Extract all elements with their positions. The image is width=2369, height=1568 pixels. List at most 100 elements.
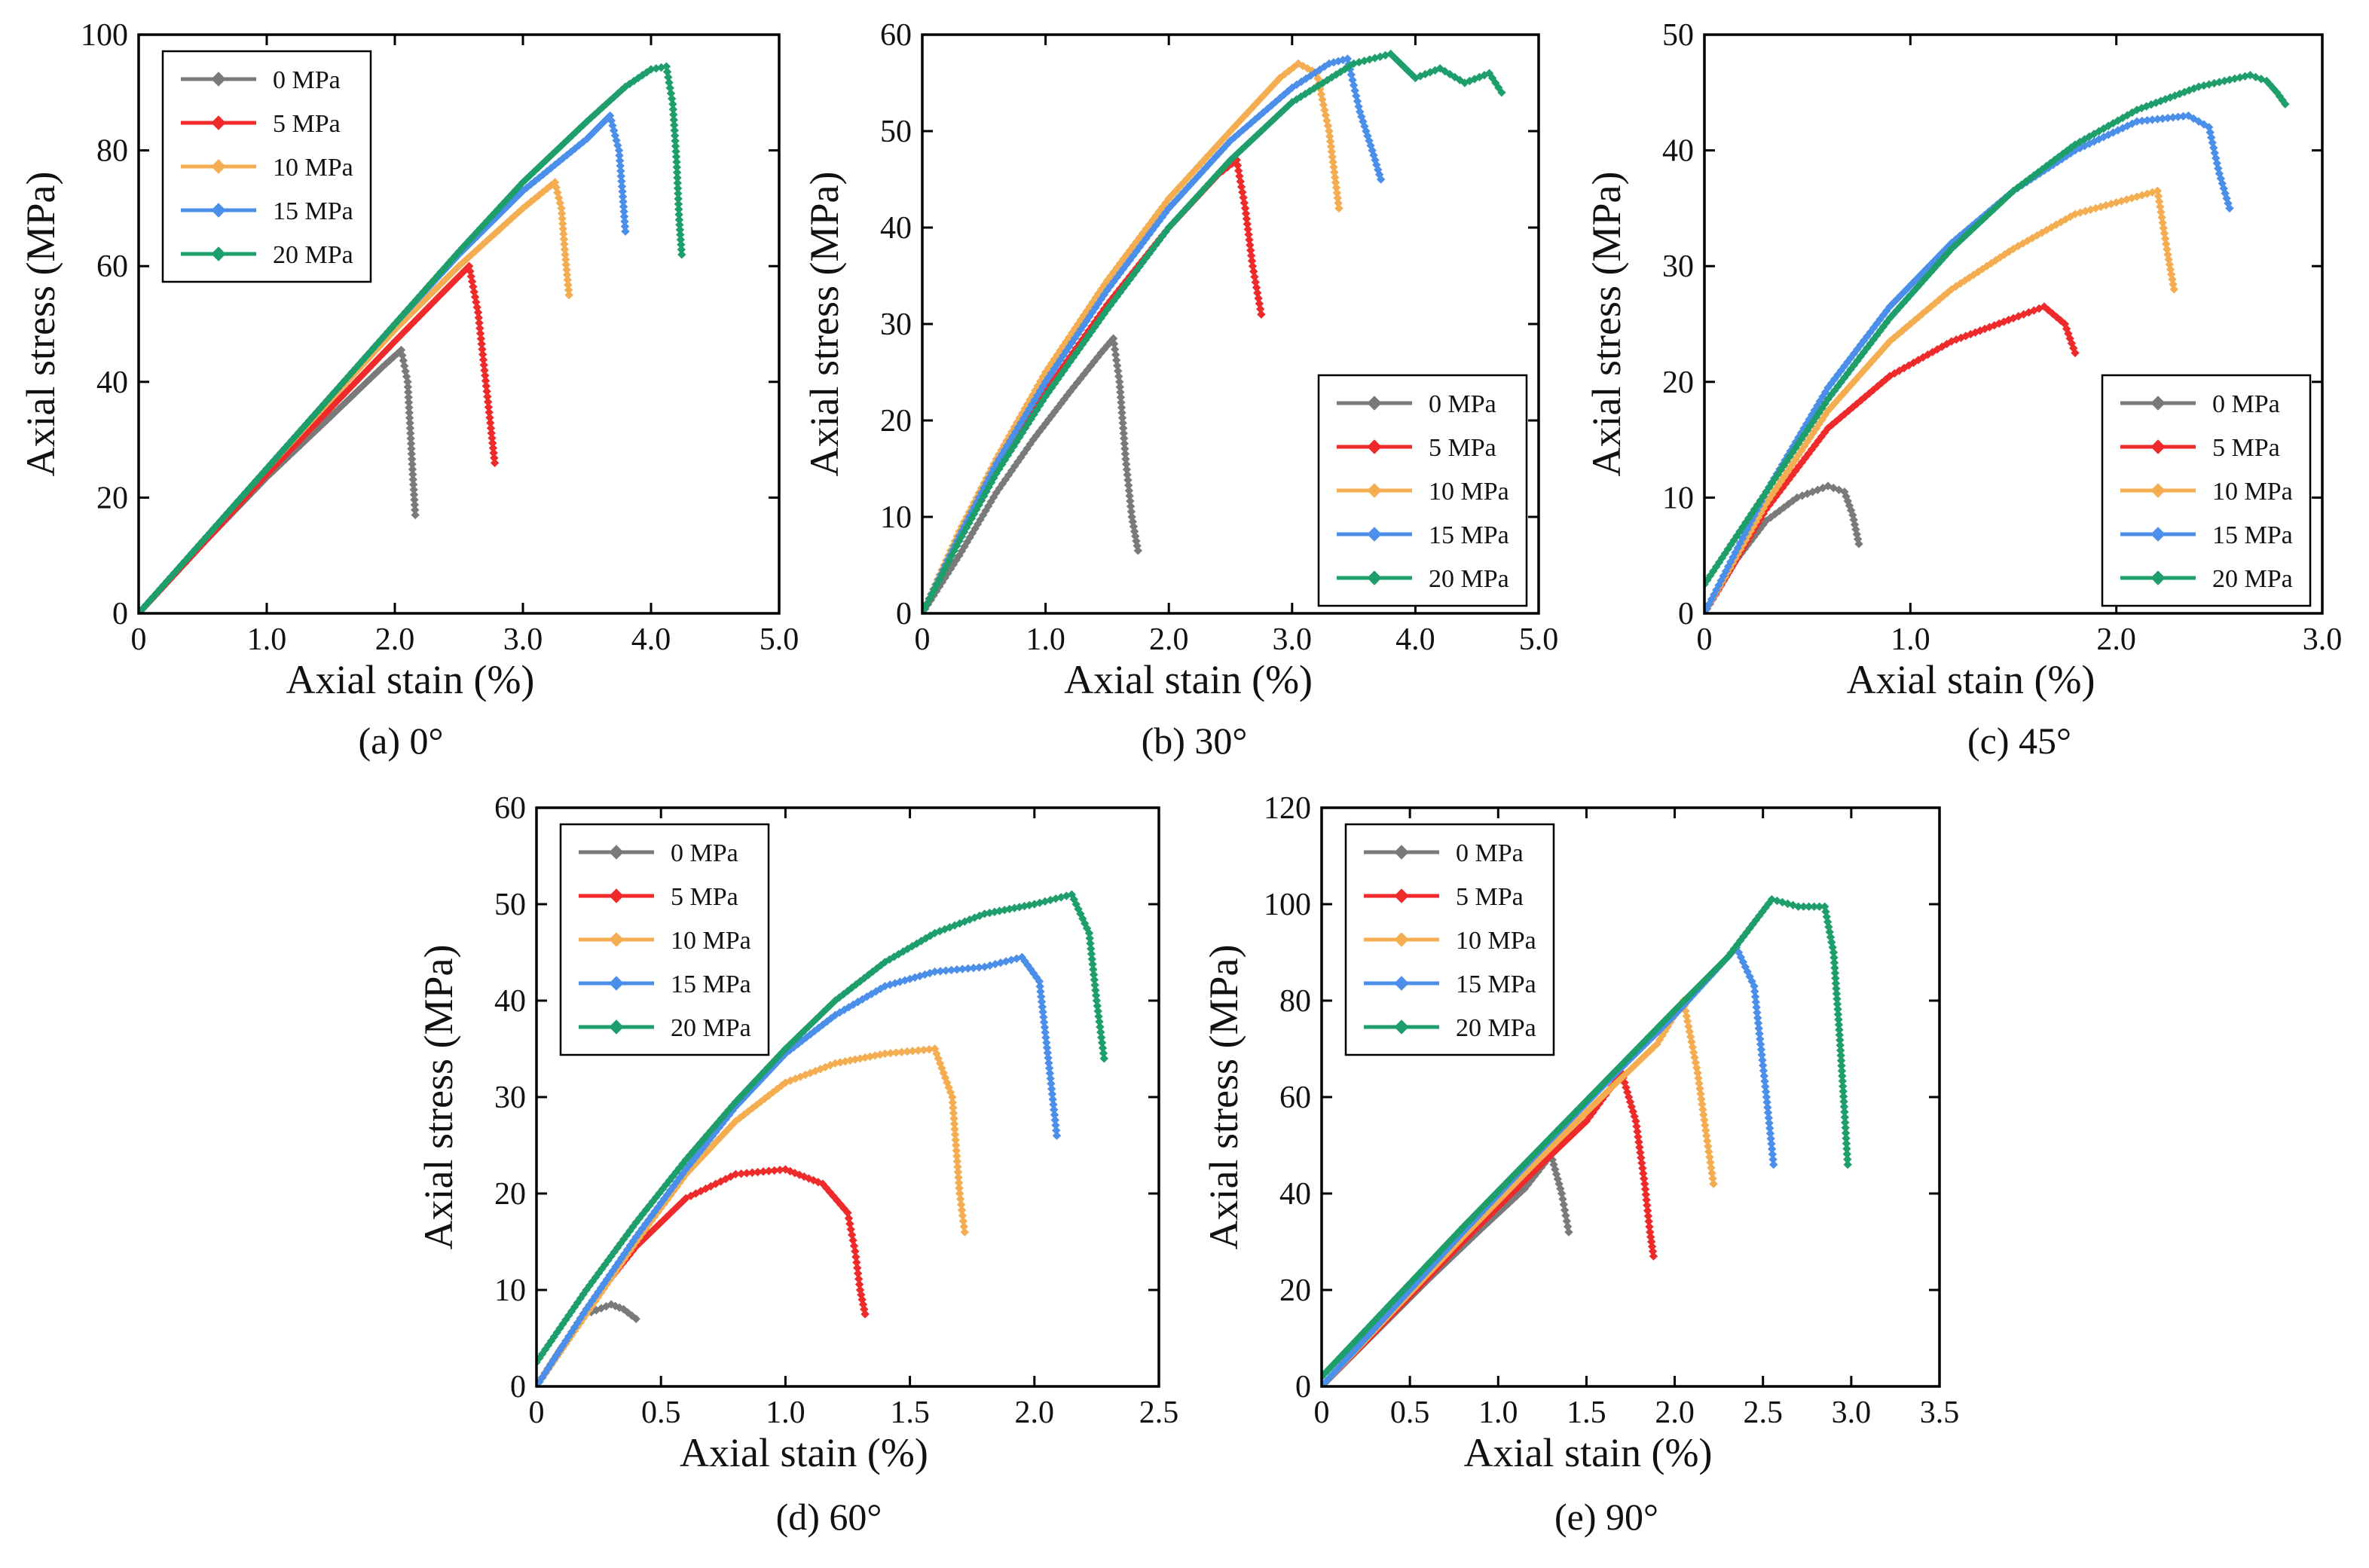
data-point (1289, 63, 1298, 72)
series-20-mpa (139, 62, 686, 613)
data-point (677, 250, 686, 259)
y-tick-label: 20 (1662, 365, 1694, 400)
x-tick-label: 1.5 (890, 1395, 930, 1430)
plot-frame (1703, 33, 2324, 615)
y-tick-label: 0 (896, 597, 912, 631)
subplot-caption: (b) 30° (1142, 720, 1248, 762)
x-tick-label: 1.0 (766, 1395, 805, 1430)
legend-marker (211, 159, 226, 174)
legend-marker (1367, 439, 1382, 454)
series-20-mpa (922, 49, 1506, 613)
legend: 0 MPa 5 MPa 10 MPa 15 MPa 20 MPa (1344, 823, 1555, 1056)
series-20-mpa (536, 890, 1109, 1367)
series-15-mpa (922, 54, 1386, 613)
legend-marker (1394, 976, 1409, 991)
x-tick-label: 3.5 (1920, 1395, 1960, 1430)
data-point (1279, 70, 1289, 79)
data-point (1099, 1054, 1109, 1063)
x-tick-label: 5.0 (1519, 622, 1559, 657)
subplot-3: 0 1.0 2.0 3.0 0 10 20 30 40 50 Axial stain (%) Axia… (1584, 18, 2342, 762)
x-tick-label: 2.0 (1655, 1395, 1695, 1430)
legend-label: 0 MPa (273, 66, 341, 94)
data-point (1334, 203, 1343, 213)
y-tick-label: 20 (880, 404, 912, 439)
series-10-mpa (536, 1044, 969, 1386)
series-0-mpa (922, 334, 1143, 613)
x-tick-label: 2.0 (1149, 622, 1189, 657)
data-point (1052, 1131, 1062, 1140)
y-axis-title: Axial stress (MPa) (1201, 945, 1246, 1250)
legend-marker (1367, 396, 1382, 411)
series-line (536, 1047, 967, 1386)
y-tick-label: 80 (96, 134, 128, 169)
x-tick-label: 3.0 (1273, 622, 1313, 657)
legend-marker (609, 932, 624, 947)
legend-label: 20 MPa (2212, 565, 2293, 593)
y-tick-label: 80 (1279, 984, 1311, 1019)
data-point (490, 458, 500, 468)
x-tick-label: 0 (131, 622, 147, 657)
data-point (860, 1310, 870, 1319)
legend-label: 15 MPa (273, 197, 353, 225)
series-5-mpa (922, 155, 1266, 613)
legend-label: 15 MPa (1456, 970, 1536, 998)
y-tick-label: 50 (494, 888, 526, 922)
data-point (2281, 99, 2290, 109)
y-tick-label: 20 (96, 481, 128, 515)
legend-label: 10 MPa (273, 154, 353, 182)
legend: 0 MPa 5 MPa 10 MPa 15 MPa 20 MPa (559, 823, 770, 1056)
data-point (1275, 73, 1285, 83)
x-tick-label: 2.5 (1139, 1395, 1179, 1430)
legend-marker (1394, 932, 1409, 947)
data-point (1497, 88, 1506, 97)
x-tick-label: 0.5 (1390, 1395, 1430, 1430)
plot-frame (137, 33, 781, 615)
legend-label: 0 MPa (2212, 390, 2280, 418)
data-point (2071, 348, 2080, 358)
legend-label: 10 MPa (2212, 478, 2293, 506)
x-axis-title: Axial stain (%) (1064, 657, 1313, 702)
x-tick-label: 5.0 (760, 622, 799, 657)
x-tick-label: 3.0 (2303, 622, 2343, 657)
series-line (1704, 304, 2077, 613)
legend-marker (1367, 483, 1382, 498)
y-tick-label: 50 (880, 115, 912, 149)
legend-label: 20 MPa (1429, 565, 1509, 593)
x-tick-label: 0 (1697, 622, 1713, 657)
legend-marker (211, 203, 226, 218)
data-point (1649, 1252, 1658, 1261)
y-axis-title: Axial stress (MPa) (1584, 172, 1629, 477)
x-tick-label: 4.0 (631, 622, 671, 657)
x-tick-label: 0.5 (641, 1395, 681, 1430)
legend-label: 0 MPa (1429, 390, 1496, 418)
series-line (139, 264, 497, 613)
y-tick-label: 40 (494, 984, 526, 1019)
y-tick-label: 60 (494, 791, 526, 826)
legend-label: 20 MPa (671, 1014, 751, 1042)
legend-marker (2150, 483, 2166, 498)
data-point (621, 227, 630, 236)
data-point (1769, 1160, 1778, 1169)
legend-marker (211, 72, 226, 87)
data-point (631, 1314, 640, 1324)
x-tick-label: 0 (529, 1395, 545, 1430)
subplot-5: 0 0.5 1.0 1.5 2.0 2.5 3.0 3.5 0 20 40 60 80 100 120 Axi… (1201, 791, 1959, 1538)
data-point (2225, 203, 2234, 213)
legend: 0 MPa 5 MPa 10 MPa 15 MPa 20 MPa (1317, 374, 1528, 607)
legend: 0 MPa 5 MPa 10 MPa 15 MPa 20 MPa (161, 50, 372, 283)
legend-label: 15 MPa (671, 970, 751, 998)
legend-label: 15 MPa (2212, 521, 2293, 549)
data-point (960, 1227, 969, 1236)
series-line (922, 336, 1140, 613)
x-tick-label: 1.0 (1891, 622, 1930, 657)
legend-marker (2150, 396, 2166, 411)
data-point (564, 290, 573, 300)
x-axis-title: Axial stain (%) (1464, 1430, 1713, 1475)
y-tick-label: 120 (1264, 791, 1311, 826)
legend-marker (1394, 888, 1409, 903)
y-tick-label: 40 (96, 365, 128, 400)
y-tick-label: 100 (1264, 888, 1311, 922)
legend-label: 5 MPa (671, 883, 738, 911)
legend-label: 10 MPa (1429, 478, 1509, 506)
x-tick-label: 1.0 (247, 622, 287, 657)
